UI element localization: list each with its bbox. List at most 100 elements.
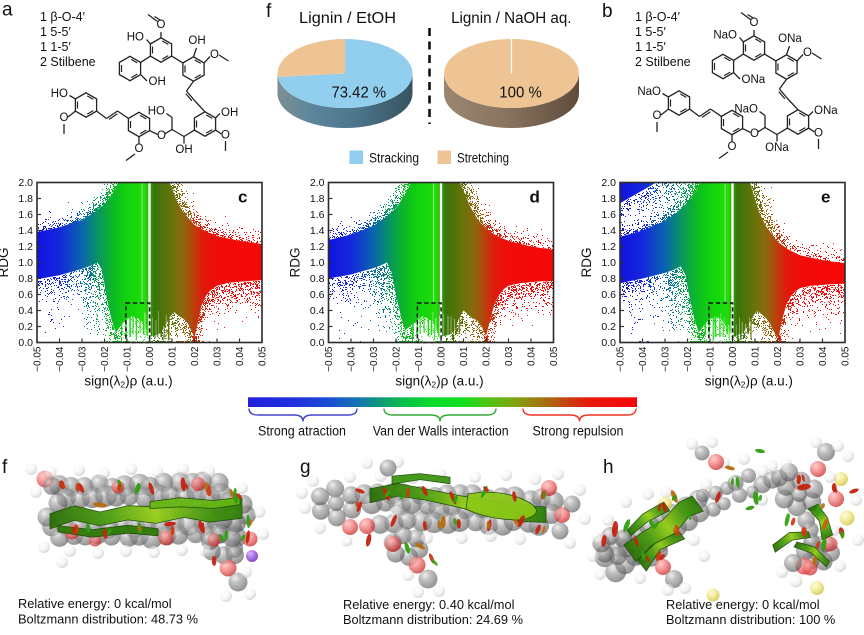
svg-text:1.8: 1.8 [18, 193, 33, 205]
svg-text:0.00: 0.00 [728, 346, 739, 366]
svg-text:2.0: 2.0 [601, 177, 616, 189]
svg-text:Boltzmann distribution: 24.69: Boltzmann distribution: 24.69 % [343, 612, 523, 627]
svg-text:0.2: 0.2 [18, 321, 33, 333]
svg-text:1.4: 1.4 [601, 225, 616, 237]
svg-text:−0.02: −0.02 [100, 346, 111, 372]
svg-text:−0.05: −0.05 [616, 346, 627, 372]
svg-text:0.0: 0.0 [310, 337, 325, 349]
svg-text:e: e [821, 188, 830, 207]
svg-text:Boltzmann distribution: 48.73: Boltzmann distribution: 48.73 % [18, 612, 198, 627]
svg-text:−0.03: −0.03 [78, 346, 89, 372]
svg-text:O: O [653, 110, 662, 122]
svg-text:NaO: NaO [713, 30, 737, 42]
svg-text:Lignin / NaOH aq.: Lignin / NaOH aq. [451, 10, 571, 27]
svg-text:1.2: 1.2 [601, 241, 616, 253]
svg-text:HO: HO [127, 32, 144, 44]
svg-text:−0.02: −0.02 [392, 346, 403, 372]
svg-text:Strong atraction: Strong atraction [258, 424, 346, 439]
svg-text:0.6: 0.6 [18, 289, 33, 301]
svg-text:O: O [728, 141, 737, 153]
svg-text:Strong repulsion: Strong repulsion [533, 424, 624, 439]
svg-text:RDG: RDG [288, 248, 303, 278]
svg-text:a: a [2, 0, 13, 21]
svg-text:1.8: 1.8 [310, 193, 325, 205]
svg-text:0.0: 0.0 [601, 337, 616, 349]
svg-text:0.6: 0.6 [310, 289, 325, 301]
svg-text:f: f [266, 1, 272, 22]
svg-text:OH: OH [175, 144, 192, 156]
svg-text:−0.04: −0.04 [638, 346, 649, 372]
svg-text:0.03: 0.03 [796, 346, 807, 366]
svg-text:1.2: 1.2 [18, 241, 33, 253]
svg-text:1.8: 1.8 [601, 193, 616, 205]
svg-text:0.4: 0.4 [310, 305, 325, 317]
svg-text:O: O [157, 19, 166, 31]
svg-text:Lignin / EtOH: Lignin / EtOH [299, 10, 396, 27]
svg-text:OH: OH [149, 76, 166, 88]
svg-text:O: O [221, 130, 230, 142]
svg-text:73.42 %: 73.42 % [332, 85, 387, 102]
svg-text:Boltzmann distribution: 100 %: Boltzmann distribution: 100 % [666, 612, 835, 627]
svg-text:0.00: 0.00 [437, 346, 448, 366]
svg-text:2 Stilbene: 2 Stilbene [635, 55, 691, 69]
svg-text:1.0: 1.0 [310, 257, 325, 269]
svg-text:Relative energy: 0.40 kcal/mol: Relative energy: 0.40 kcal/mol [343, 597, 514, 612]
svg-text:2 Stilbene: 2 Stilbene [40, 55, 96, 69]
svg-text:0.04: 0.04 [235, 346, 246, 366]
svg-text:NaO: NaO [734, 104, 758, 116]
svg-text:0.05: 0.05 [258, 346, 269, 366]
svg-text:0.00: 0.00 [145, 346, 156, 366]
svg-text:1.4: 1.4 [18, 225, 33, 237]
svg-text:0.05: 0.05 [841, 346, 852, 366]
svg-text:−0.01: −0.01 [414, 346, 425, 372]
svg-text:O: O [750, 17, 759, 29]
svg-text:1.6: 1.6 [310, 209, 325, 221]
svg-text:0.02: 0.02 [773, 346, 784, 366]
svg-text:−0.05: −0.05 [324, 346, 335, 372]
svg-text:0.6: 0.6 [601, 289, 616, 301]
svg-text:0.01: 0.01 [751, 346, 762, 366]
svg-text:1 5-5′: 1 5-5′ [635, 25, 666, 39]
svg-text:1.6: 1.6 [601, 209, 616, 221]
svg-text:1.2: 1.2 [310, 241, 325, 253]
svg-text:0.8: 0.8 [18, 273, 33, 285]
svg-text:−0.04: −0.04 [347, 346, 358, 372]
svg-text:0.8: 0.8 [310, 273, 325, 285]
svg-text:f: f [2, 457, 8, 478]
svg-text:Van der Walls interaction: Van der Walls interaction [373, 424, 509, 439]
svg-text:0.4: 0.4 [18, 305, 33, 317]
svg-text:HO: HO [51, 88, 68, 100]
svg-text:O: O [135, 143, 144, 155]
svg-text:h: h [603, 457, 614, 478]
svg-text:1 β-O-4′: 1 β-O-4′ [635, 10, 681, 24]
svg-text:Stretching: Stretching [457, 151, 509, 166]
svg-text:1 1-5′: 1 1-5′ [635, 40, 666, 54]
svg-text:ONa: ONa [765, 142, 789, 154]
svg-text:1 β-O-4′: 1 β-O-4′ [40, 10, 86, 24]
svg-text:d: d [530, 188, 540, 207]
svg-text:−0.03: −0.03 [369, 346, 380, 372]
svg-text:−0.01: −0.01 [706, 346, 717, 372]
svg-text:100 %: 100 % [499, 85, 542, 102]
svg-text:1.6: 1.6 [18, 209, 33, 221]
svg-text:O: O [814, 128, 823, 140]
svg-text:1 5-5′: 1 5-5′ [40, 25, 71, 39]
svg-text:1.4: 1.4 [310, 225, 325, 237]
svg-text:Relative energy: 0 kcal/mol: Relative energy: 0 kcal/mol [18, 596, 172, 611]
svg-text:O: O [157, 130, 166, 142]
svg-text:2.0: 2.0 [310, 177, 325, 189]
svg-text:−0.02: −0.02 [683, 346, 694, 372]
svg-text:0.01: 0.01 [168, 346, 179, 366]
svg-text:0.05: 0.05 [549, 346, 560, 366]
svg-text:Stracking: Stracking [369, 151, 419, 166]
svg-text:1.0: 1.0 [601, 257, 616, 269]
svg-text:0.0: 0.0 [18, 337, 33, 349]
svg-text:OH: OH [188, 35, 205, 47]
svg-text:2.0: 2.0 [18, 177, 33, 189]
svg-text:c: c [238, 188, 247, 207]
svg-text:0.01: 0.01 [459, 346, 470, 366]
svg-text:ONa: ONa [778, 33, 802, 45]
svg-text:0.2: 0.2 [601, 321, 616, 333]
svg-text:sign(λ2)ρ (a.u.): sign(λ2)ρ (a.u.) [705, 374, 793, 390]
svg-text:O: O [750, 128, 759, 140]
